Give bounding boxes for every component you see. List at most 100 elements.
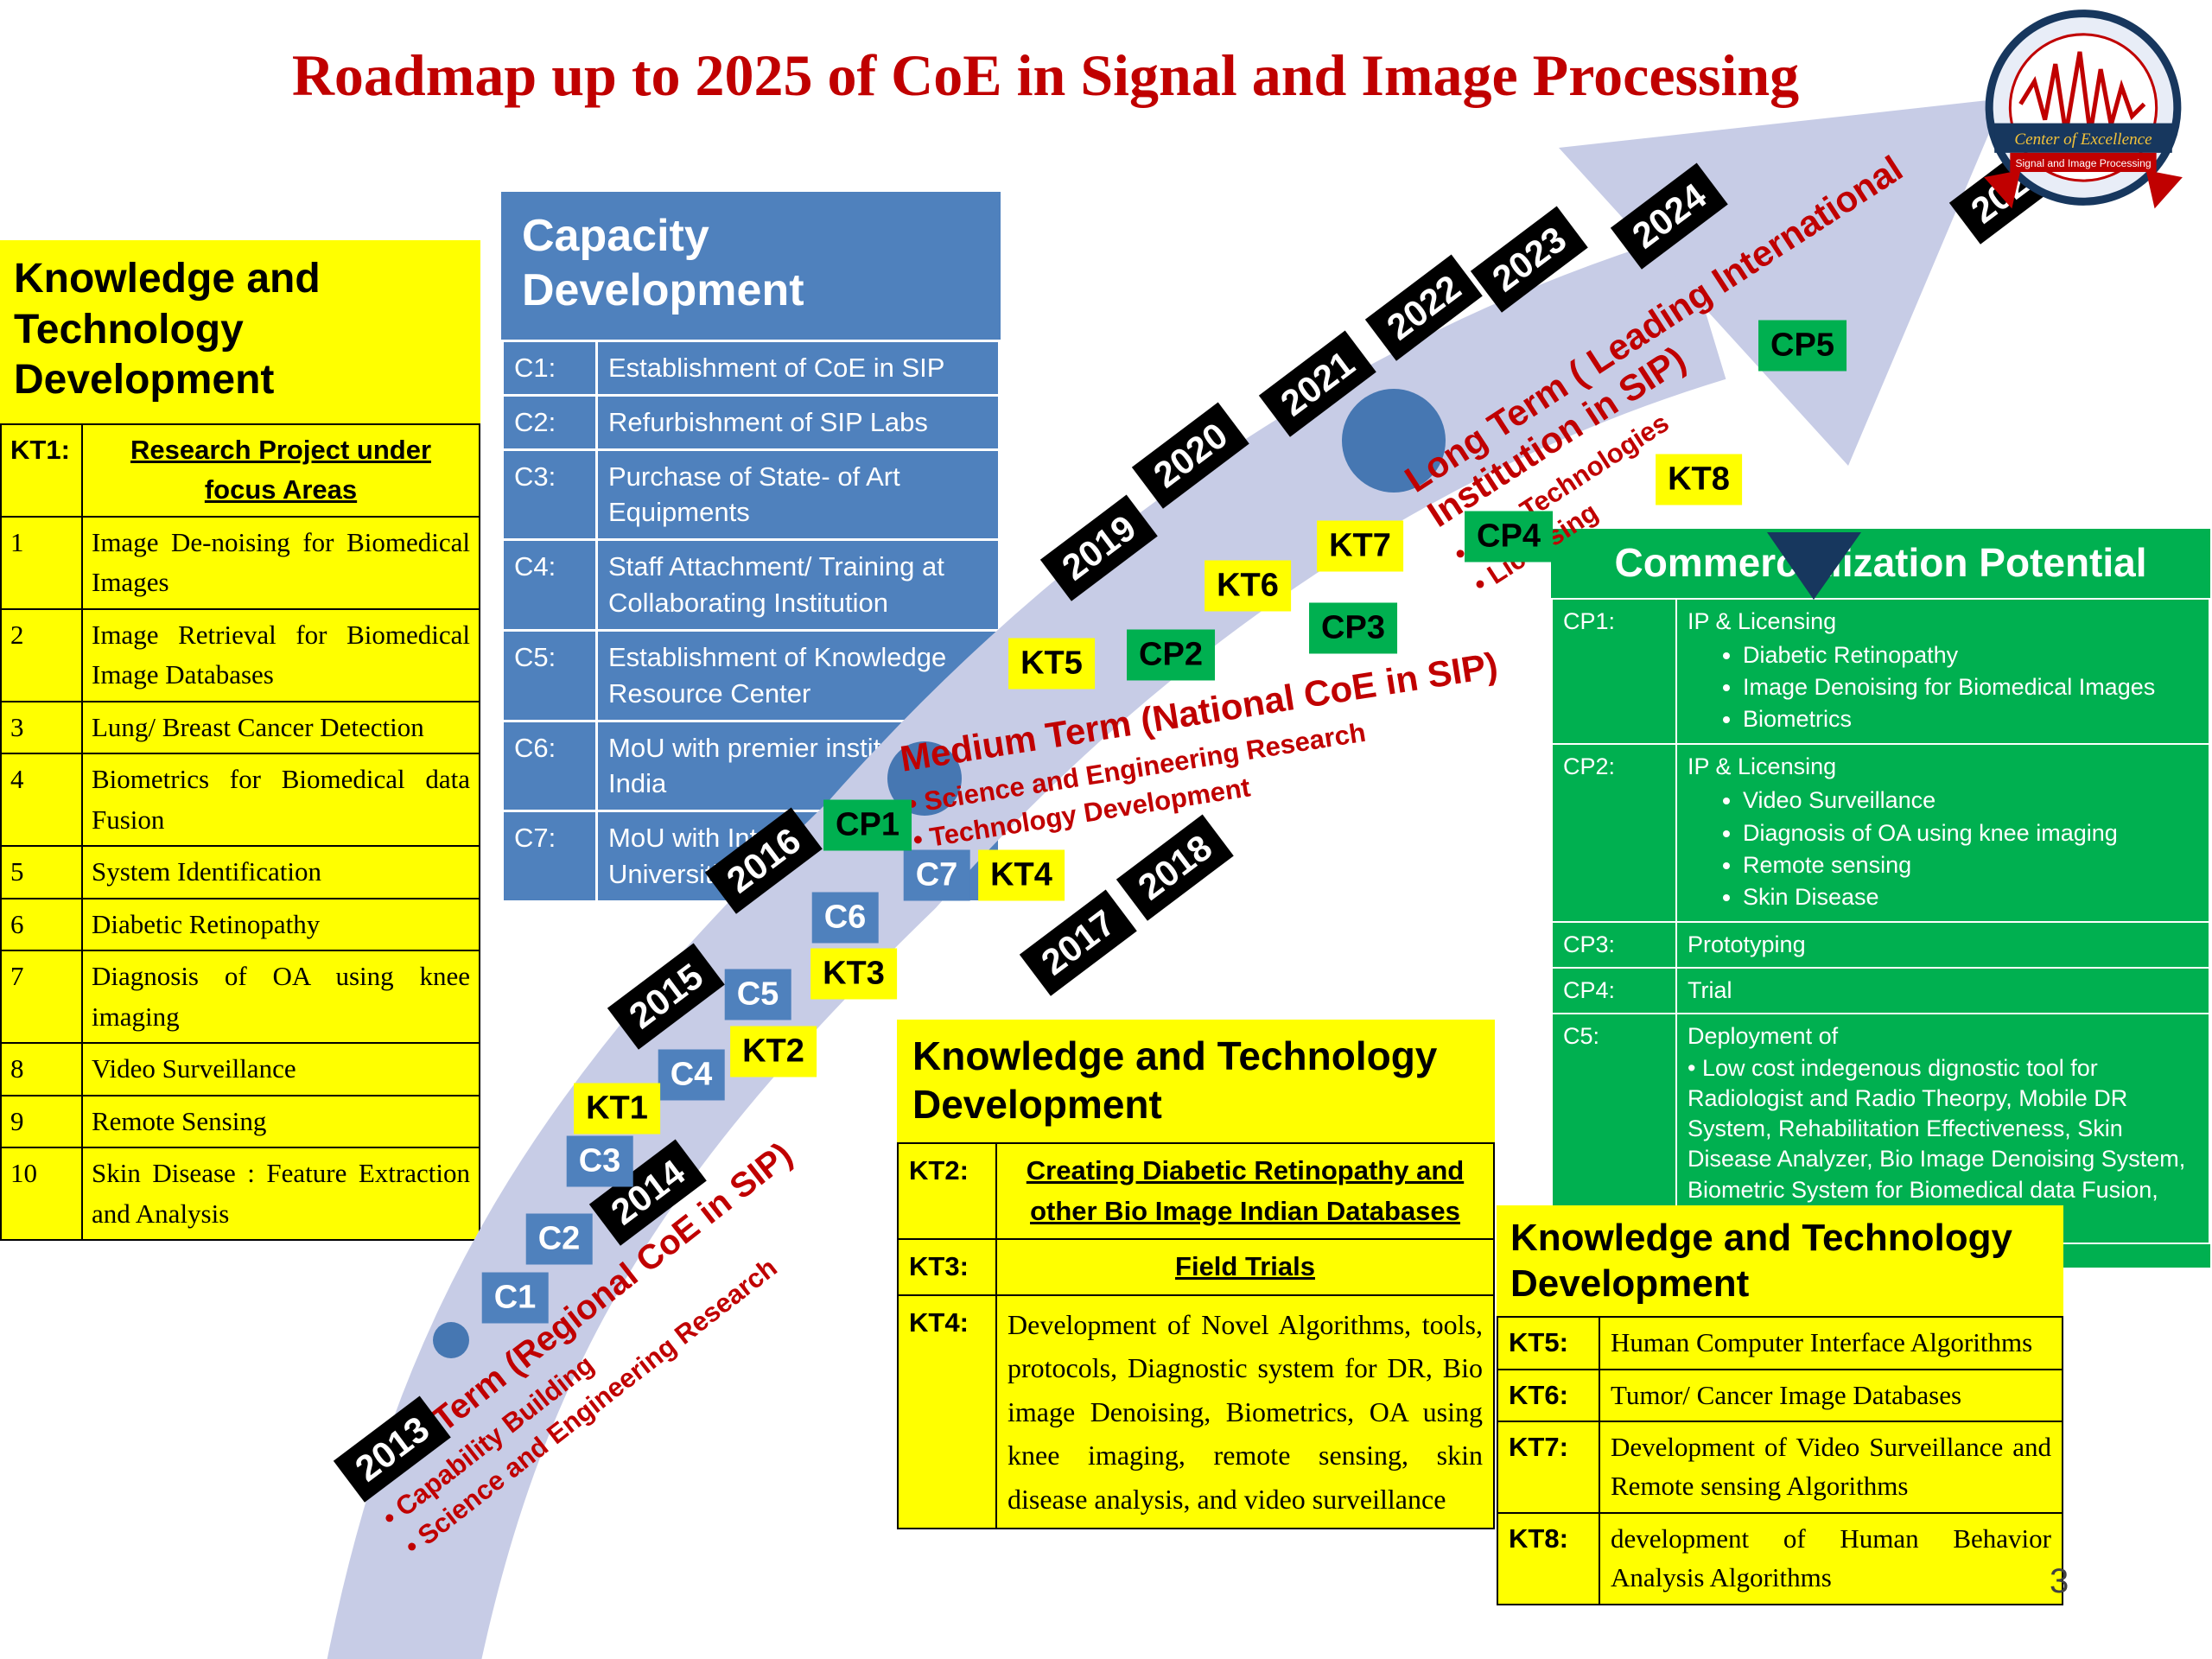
- row-text: Development of Novel Algorithms, tools, …: [995, 1294, 1495, 1530]
- table-row: KT8: development of Human Behavior Analy…: [1497, 1512, 2063, 1606]
- row-key: CP1:: [1551, 597, 1677, 746]
- row-key: KT3:: [897, 1238, 997, 1296]
- table-row: C4: Staff Attachment/ Training at Collab…: [501, 538, 1001, 632]
- row-text: Video Surveillance: [81, 1042, 480, 1096]
- milestone-cp3: CP3: [1309, 602, 1397, 654]
- row-key: KT8:: [1497, 1512, 1600, 1606]
- panel-title: Knowledge and Technology Development: [912, 1033, 1438, 1128]
- row-text: Tumor/ Cancer Image Databases: [1599, 1368, 2063, 1423]
- logo-banner-text: Center of Excellence: [2014, 130, 2152, 149]
- table-row: CP1: IP & Licensing Diabetic Retinopathy…: [1551, 597, 2210, 746]
- milestone-kt3: KT3: [810, 948, 897, 1000]
- row-text: Establishment of Knowledge Resource Cent…: [595, 628, 1001, 722]
- kt-middle-table: KT2: Creating Diabetic Retinopathy and o…: [897, 1142, 1495, 1530]
- row-text: IP & Licensing Diabetic Retinopathy Imag…: [1675, 597, 2210, 746]
- bullet-item: Remote sensing: [1743, 850, 2198, 880]
- row-key: 9: [0, 1094, 83, 1149]
- table-row: 5 System Identification: [0, 845, 480, 899]
- bullet-item: Video Surveillance: [1743, 785, 2198, 816]
- panel-title: Capacity Development: [522, 211, 804, 316]
- row-text: Development of Video Surveillance and Re…: [1599, 1421, 2063, 1515]
- row-text: Research Project under focus Areas: [81, 423, 480, 518]
- table-row: CP2: IP & Licensing Video Surveillance D…: [1551, 743, 2210, 923]
- row-text: Remote Sensing: [81, 1094, 480, 1149]
- kt-right-table: KT5: Human Computer Interface Algorithms…: [1497, 1315, 2063, 1606]
- table-row: KT5: Human Computer Interface Algorithms: [1497, 1315, 2063, 1370]
- logo-ribbon-left: [1984, 170, 2021, 209]
- year-marker-2017: 2017: [1019, 889, 1138, 996]
- table-row: CP4: Trial: [1551, 966, 2210, 1015]
- row-key: 7: [0, 950, 83, 1045]
- bullet-list: Video Surveillance Diagnosis of OA using…: [1688, 785, 2198, 912]
- panel-knowledge-technology-middle: Knowledge and Technology Development KT2…: [897, 1020, 1495, 1530]
- table-row: C3: Purchase of State- of Art Equipments: [501, 448, 1001, 542]
- panel-knowledge-technology-left: Knowledge and Technology Development KT1…: [0, 240, 480, 1242]
- row-text: Creating Diabetic Retinopathy and other …: [995, 1142, 1495, 1241]
- milestone-kt5: KT5: [1008, 638, 1095, 690]
- row-key: 2: [0, 607, 83, 702]
- milestone-kt8: KT8: [1656, 454, 1742, 505]
- milestone-c4: C4: [658, 1049, 725, 1101]
- row-text: Refurbishment of SIP Labs: [595, 393, 1001, 451]
- row-key: 6: [0, 897, 83, 952]
- panel-title: Commercialization Potential: [1614, 540, 2147, 585]
- row-text: Trial: [1675, 966, 2210, 1015]
- coe-logo: Center of Excellence Signal and Image Pr…: [1984, 10, 2183, 209]
- logo-subbanner: [2010, 152, 2157, 173]
- row-key: 8: [0, 1042, 83, 1096]
- row-text: Establishment of CoE in SIP: [595, 339, 1001, 397]
- table-row: KT6: Tumor/ Cancer Image Databases: [1497, 1368, 2063, 1423]
- bullet-item: Diabetic Retinopathy: [1743, 640, 2198, 671]
- row-key: C3:: [501, 448, 598, 542]
- kt1-table: KT1: Research Project under focus Areas …: [0, 423, 480, 1242]
- row-label: IP & Licensing: [1688, 608, 1837, 634]
- row-text: Image De-noising for Biomedical Images: [81, 515, 480, 610]
- row-key: CP2:: [1551, 743, 1677, 923]
- bullet-item: Skin Disease: [1743, 882, 2198, 912]
- table-row: KT2: Creating Diabetic Retinopathy and o…: [897, 1142, 1495, 1241]
- timeline-dot-small: [433, 1322, 469, 1358]
- row-key: C1:: [501, 339, 598, 397]
- table-row: KT4: Development of Novel Algorithms, to…: [897, 1294, 1495, 1530]
- year-marker-2020: 2020: [1131, 402, 1250, 509]
- milestone-kt4: KT4: [978, 849, 1065, 901]
- milestone-cp4: CP4: [1465, 511, 1553, 563]
- row-text: System Identification: [81, 845, 480, 899]
- bullet-item: Diagnosis of OA using knee imaging: [1743, 818, 2198, 849]
- row-key: C2:: [501, 393, 598, 451]
- row-text: Staff Attachment/ Training at Collaborat…: [595, 538, 1001, 632]
- row-text: Image Retrieval for Biomedical Image Dat…: [81, 607, 480, 702]
- row-key: 5: [0, 845, 83, 899]
- row-key: CP4:: [1551, 966, 1677, 1015]
- milestone-c1: C1: [481, 1272, 549, 1324]
- row-key: KT4:: [897, 1294, 997, 1530]
- page-title: Roadmap up to 2025 of CoE in Signal and …: [291, 42, 1800, 108]
- row-key: KT6:: [1497, 1368, 1600, 1423]
- milestone-cp1: CP1: [823, 799, 912, 851]
- bullet-item: Biometrics: [1743, 704, 2198, 734]
- commercialization-table: CP1: IP & Licensing Diabetic Retinopathy…: [1551, 597, 2210, 1244]
- milestone-c3: C3: [566, 1135, 633, 1187]
- logo-subbanner-text: Signal and Image Processing: [2015, 157, 2151, 169]
- table-row: 7 Diagnosis of OA using knee imaging: [0, 950, 480, 1045]
- capacity-table: C1: Establishment of CoE in SIP C2: Refu…: [501, 339, 1001, 903]
- year-marker-2022: 2022: [1364, 254, 1484, 361]
- row-key: 10: [0, 1147, 83, 1242]
- panel-knowledge-technology-right: Knowledge and Technology Development KT5…: [1497, 1205, 2063, 1606]
- row-key: C5:: [501, 628, 598, 722]
- year-marker-2013: 2013: [333, 1395, 452, 1503]
- row-label: Deployment of: [1688, 1023, 1839, 1050]
- table-row: C1: Establishment of CoE in SIP: [501, 339, 1001, 397]
- milestone-kt1: KT1: [574, 1083, 660, 1135]
- row-key: KT2:: [897, 1142, 997, 1241]
- year-marker-2018: 2018: [1116, 814, 1235, 921]
- row-text: Human Computer Interface Algorithms: [1599, 1315, 2063, 1370]
- row-key: 4: [0, 753, 83, 848]
- page-number: 3: [2050, 1562, 2069, 1600]
- row-text: IP & Licensing Video Surveillance Diagno…: [1675, 743, 2210, 923]
- row-text: Field Trials: [995, 1238, 1495, 1296]
- table-row: 1 Image De-noising for Biomedical Images: [0, 515, 480, 610]
- table-row: KT7: Development of Video Surveillance a…: [1497, 1421, 2063, 1515]
- row-key: KT5:: [1497, 1315, 1600, 1370]
